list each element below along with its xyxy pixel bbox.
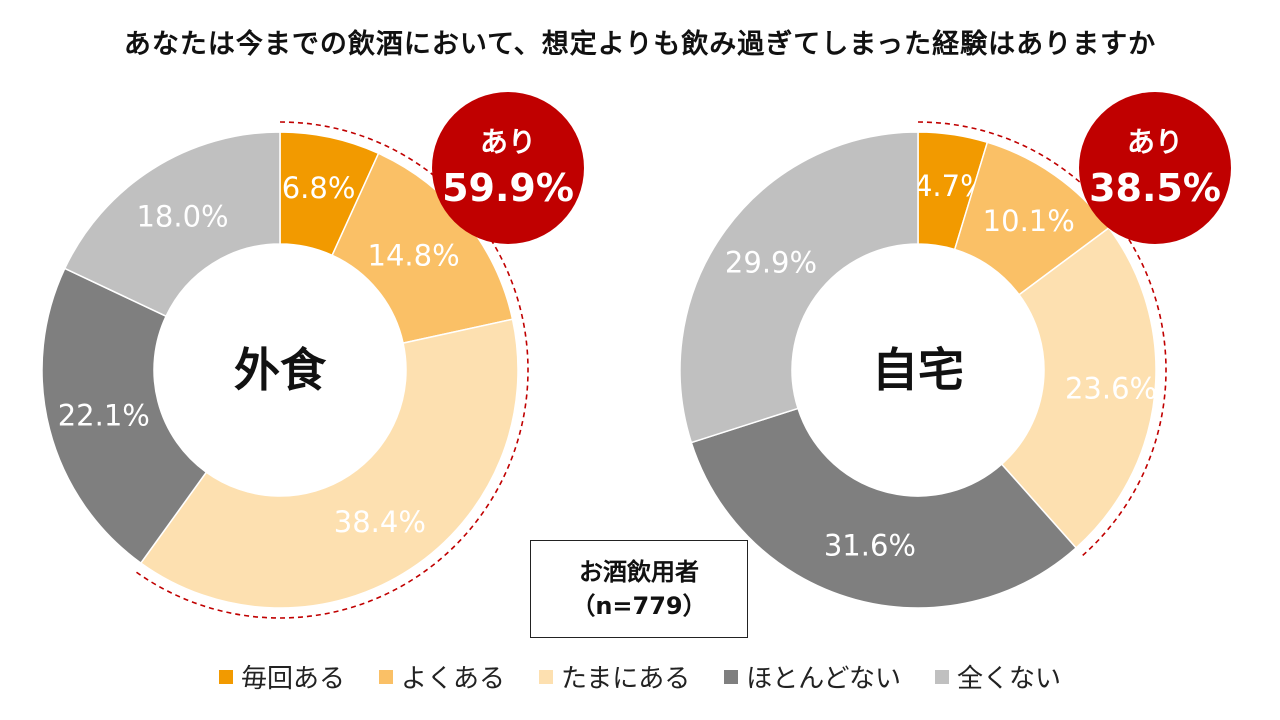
donut-center-label: 自宅 xyxy=(872,343,964,397)
legend-swatch xyxy=(724,669,739,684)
segment-value-label: 38.4% xyxy=(334,505,426,539)
badge-label: あり xyxy=(1127,126,1183,159)
legend-swatch xyxy=(934,669,949,684)
legend-swatch xyxy=(379,669,394,684)
legend-swatch xyxy=(219,669,233,684)
donut-segment xyxy=(139,318,519,609)
segment-value-label: 14.8% xyxy=(368,239,460,273)
segment-value-label: 18.0% xyxy=(136,199,228,233)
legend-item: たまにある xyxy=(539,658,690,695)
legend-label: ほとんどない xyxy=(746,664,901,694)
donut-segment xyxy=(331,152,514,345)
legend-label: 毎回ある xyxy=(241,664,346,694)
segment-value-label: 23.6% xyxy=(1065,372,1157,406)
highlight-badge: あり 59.9% xyxy=(432,92,584,244)
highlight-badge: あり 38.5% xyxy=(1079,92,1231,244)
highlight-dash-arc xyxy=(917,121,1167,556)
badge-value: 38.5% xyxy=(1089,166,1221,210)
donut-segment xyxy=(63,131,281,318)
donut-segment xyxy=(679,131,919,444)
donut-segment xyxy=(690,407,1078,609)
segment-value-label: 6.8% xyxy=(282,171,356,205)
legend-label: よくある xyxy=(401,664,506,694)
donut-segment xyxy=(41,267,208,565)
legend-label: 全くない xyxy=(956,664,1061,694)
segment-value-label: 22.1% xyxy=(58,398,150,432)
sample-line-1: お酒飲用者 xyxy=(579,558,699,586)
legend-item: 全くない xyxy=(934,658,1061,695)
sample-note: お酒飲用者 （n=779） xyxy=(530,540,748,638)
segment-value-label: 10.1% xyxy=(983,204,1075,238)
legend-label: たまにある xyxy=(561,664,691,694)
chart-title: あなたは今までの飲酒において、想定よりも飲み過ぎてしまった経験はありますか xyxy=(123,29,1157,60)
badge-value: 59.9% xyxy=(442,166,574,210)
legend-item: ほとんどない xyxy=(724,658,901,695)
sample-line-2: （n=779） xyxy=(571,592,707,620)
donut-center-label: 外食 xyxy=(234,343,327,397)
highlight-dash-arc xyxy=(134,121,529,619)
donut-segment xyxy=(1000,226,1157,549)
badge-circle xyxy=(432,92,584,244)
badge-label: あり xyxy=(480,126,536,159)
badge-circle xyxy=(1079,92,1231,244)
donut-chart-1: 6.8% 14.8% 38.4% 22.1% 18.0% 外食 あり 59.9% xyxy=(41,92,584,619)
legend-item: 毎回ある xyxy=(219,658,345,695)
legend-item: よくある xyxy=(379,658,505,695)
legend-swatch xyxy=(539,669,554,684)
legend: 毎回ある よくある たまにある ほとんどない 全くない xyxy=(0,658,1280,695)
segment-value-label: 31.6% xyxy=(824,529,916,563)
segment-value-label: 29.9% xyxy=(725,246,817,280)
